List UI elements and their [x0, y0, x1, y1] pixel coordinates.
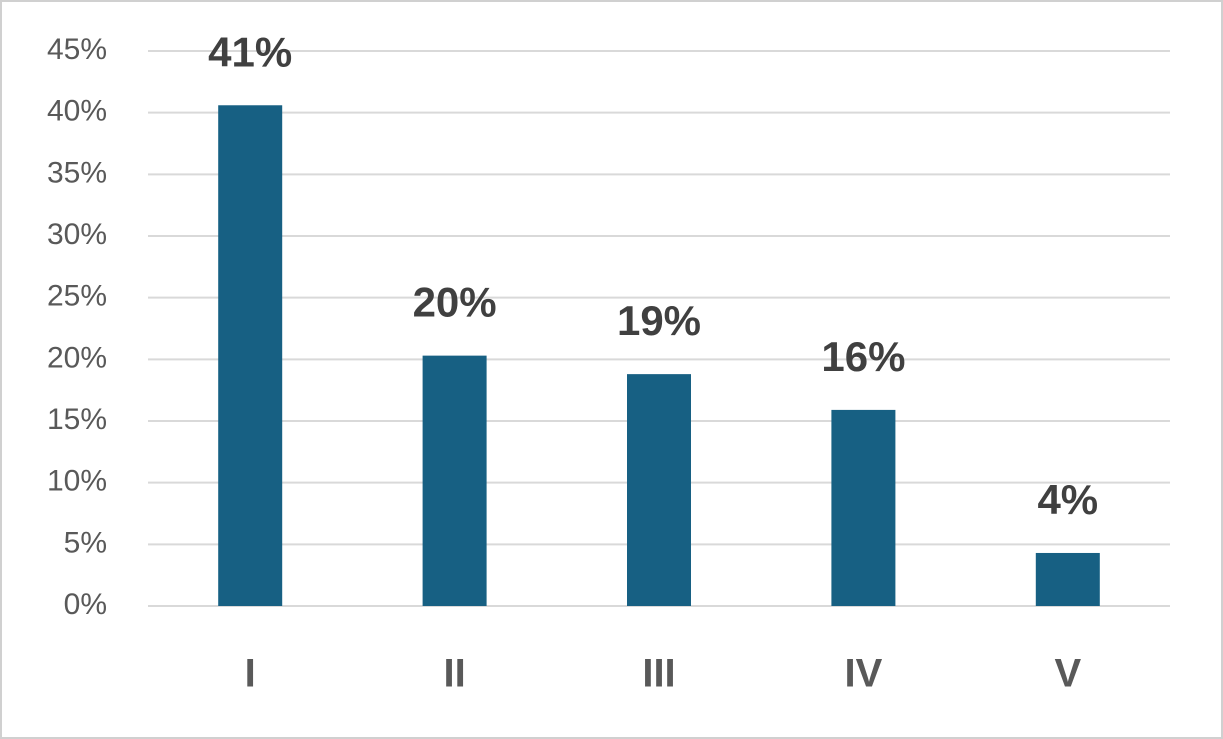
bar	[627, 374, 691, 606]
bar	[422, 355, 487, 606]
bar	[831, 409, 896, 606]
y-tick-label: 10%	[47, 465, 107, 498]
y-tick-label: 40%	[47, 95, 107, 128]
y-tick-label: 20%	[47, 341, 107, 374]
value-label: 16%	[821, 333, 905, 380]
y-tick-label: 15%	[47, 403, 107, 436]
y-tick-label: 0%	[64, 588, 107, 621]
x-tick-label: IV	[845, 652, 883, 696]
x-tick-label: II	[443, 652, 465, 696]
value-label: 19%	[617, 297, 701, 344]
y-tick-label: 5%	[64, 526, 107, 559]
bar	[218, 105, 283, 607]
value-label: 20%	[413, 279, 497, 326]
bar	[1035, 552, 1100, 606]
y-tick-label: 30%	[47, 218, 107, 251]
x-tick-label: III	[642, 652, 675, 696]
y-tick-label: 35%	[47, 156, 107, 189]
y-tick-label: 45%	[47, 33, 107, 66]
value-label: 41%	[208, 28, 292, 75]
value-label: 4%	[1037, 476, 1098, 523]
x-tick-label: V	[1054, 652, 1081, 696]
x-tick-label: I	[245, 652, 256, 696]
y-tick-label: 25%	[47, 280, 107, 313]
